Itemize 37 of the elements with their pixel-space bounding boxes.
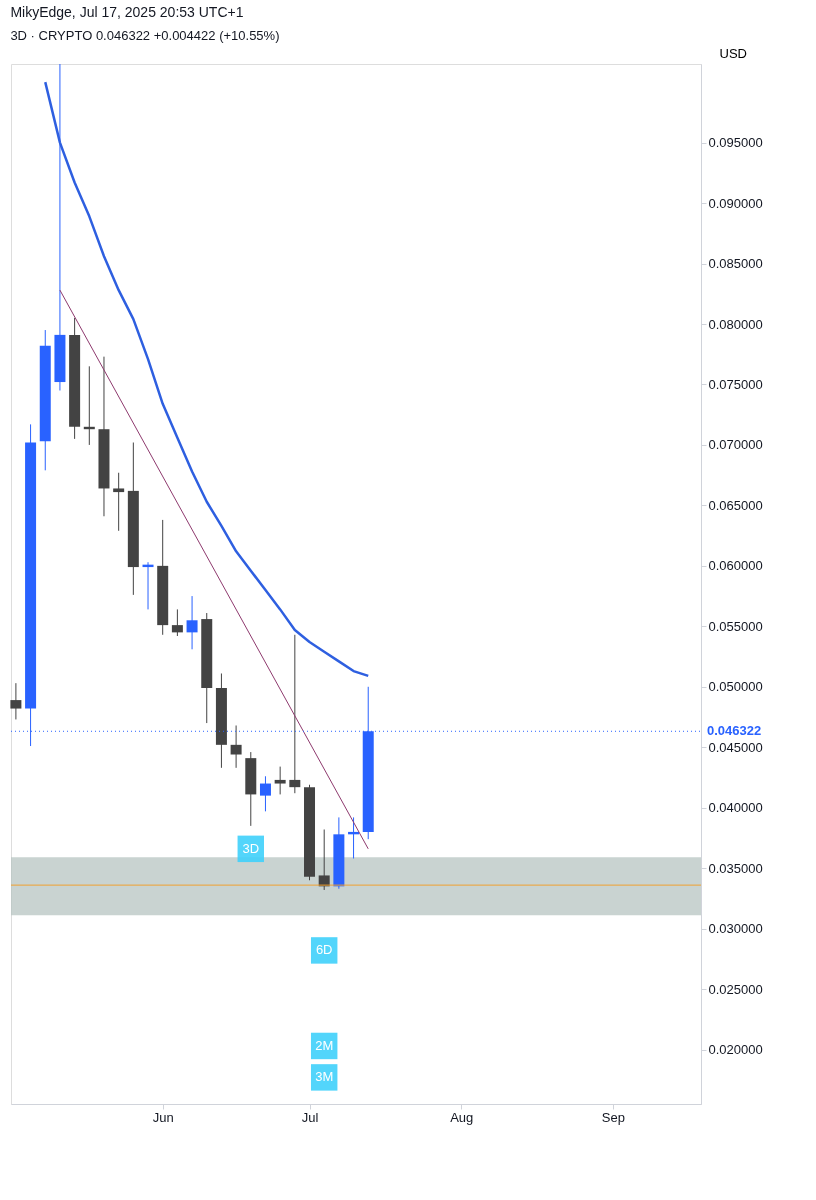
- x-tick-label: Jun: [152, 1109, 174, 1125]
- x-tick-label: Jul: [301, 1109, 319, 1125]
- annotation: 2M: [315, 1037, 334, 1053]
- candlestick: [186, 595, 198, 650]
- chart-subtitle: 3D · CRYPTO 0.046322 +0.004422 (+10.55%): [10, 28, 280, 43]
- candlestick: [259, 775, 271, 812]
- y-tick-label: 0.040000: [708, 800, 763, 816]
- y-tick-label: 0.090000: [708, 195, 763, 211]
- annotation: 6D: [315, 942, 333, 958]
- y-tick-label: 0.025000: [708, 981, 763, 997]
- candlestick: [274, 766, 286, 795]
- y-tick-label: 0.055000: [708, 618, 763, 634]
- ref-line-label: 0.046322: [707, 723, 762, 739]
- candlestick: [171, 608, 183, 637]
- annotation: 3D: [242, 840, 260, 856]
- candlestick: [113, 472, 125, 532]
- candlestick: [10, 682, 22, 720]
- y-tick-label: 0.050000: [708, 679, 763, 695]
- x-tick-label: Aug: [450, 1109, 474, 1125]
- y-tick-label: 0.080000: [708, 316, 763, 332]
- y-tick-label: 0.095000: [708, 135, 763, 151]
- y-tick-label: 0.070000: [708, 437, 763, 453]
- chart-title: MikyEdge, Jul 17, 2025 20:53 UTC+1: [10, 4, 244, 20]
- y-tick-label: 0.020000: [708, 1042, 763, 1058]
- candlestick: [230, 724, 242, 769]
- y-tick-label: 0.030000: [708, 921, 763, 937]
- y-axis-title: USD: [719, 45, 747, 61]
- candlestick: [289, 634, 301, 794]
- y-tick-label: 0.035000: [708, 860, 763, 876]
- y-tick-label: 0.085000: [708, 256, 763, 272]
- y-tick-label: 0.045000: [708, 739, 763, 755]
- line-series: [44, 80, 370, 678]
- annotation: 3M: [315, 1069, 334, 1085]
- y-tick-label: 0.075000: [708, 376, 763, 392]
- y-tick-label: 0.060000: [708, 558, 763, 574]
- x-tick-label: Sep: [601, 1109, 625, 1125]
- y-tick-label: 0.065000: [708, 497, 763, 513]
